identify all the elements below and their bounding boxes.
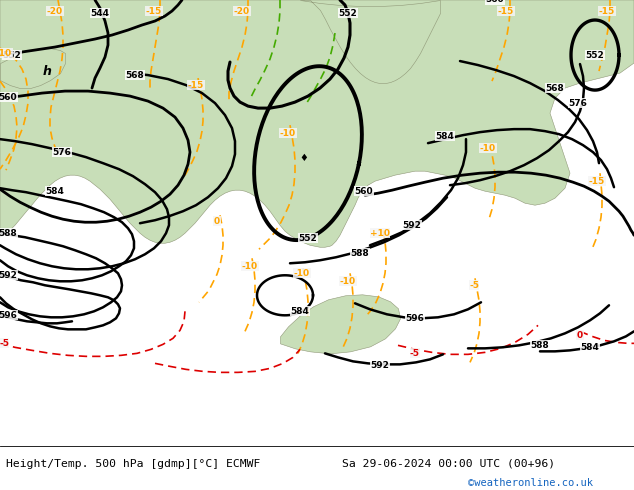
Text: 576: 576: [569, 98, 588, 108]
Text: 584: 584: [290, 307, 309, 316]
Text: 552: 552: [3, 50, 22, 60]
Text: 568: 568: [126, 71, 145, 79]
Text: ♦: ♦: [300, 153, 308, 163]
Text: -15: -15: [498, 6, 514, 16]
Text: 0: 0: [214, 217, 220, 226]
Text: Height/Temp. 500 hPa [gdmp][°C] ECMWF: Height/Temp. 500 hPa [gdmp][°C] ECMWF: [6, 459, 261, 469]
Text: -15: -15: [188, 80, 204, 90]
Text: +10: +10: [370, 229, 390, 238]
Text: -10: -10: [294, 269, 310, 278]
Text: 592: 592: [403, 220, 422, 230]
Text: -10: -10: [340, 277, 356, 286]
Text: 596: 596: [0, 311, 18, 320]
Text: 560: 560: [354, 187, 373, 196]
Text: 592: 592: [370, 361, 389, 370]
Text: -10: -10: [480, 144, 496, 153]
Text: -10: -10: [242, 262, 258, 271]
Text: Sa 29-06-2024 00:00 UTC (00+96): Sa 29-06-2024 00:00 UTC (00+96): [342, 459, 555, 469]
Text: 576: 576: [53, 147, 72, 157]
Text: 584: 584: [46, 187, 65, 196]
Text: 584: 584: [581, 343, 599, 352]
Text: 596: 596: [406, 314, 424, 323]
Text: -5: -5: [0, 339, 9, 348]
Text: -10: -10: [280, 129, 296, 138]
Text: 560: 560: [486, 0, 504, 4]
Text: -20: -20: [234, 6, 250, 16]
Text: -5: -5: [469, 281, 479, 290]
Text: 552: 552: [586, 50, 604, 60]
Text: -20: -20: [47, 6, 63, 16]
Text: 552: 552: [339, 8, 358, 18]
Text: -15: -15: [589, 177, 605, 186]
Text: -10: -10: [0, 49, 12, 57]
Text: 588: 588: [0, 229, 17, 238]
Text: -5: -5: [410, 349, 420, 358]
Text: 592: 592: [0, 271, 18, 280]
Text: 588: 588: [531, 341, 550, 350]
Text: -15: -15: [146, 6, 162, 16]
Text: 0: 0: [577, 331, 583, 340]
Text: h: h: [43, 65, 52, 78]
Text: ©weatheronline.co.uk: ©weatheronline.co.uk: [468, 478, 593, 488]
Text: 560: 560: [0, 93, 17, 101]
Text: 584: 584: [436, 132, 455, 141]
Text: 544: 544: [91, 8, 110, 18]
Text: -15: -15: [599, 6, 615, 16]
Text: 588: 588: [351, 249, 370, 258]
Text: 552: 552: [299, 234, 318, 243]
Text: 568: 568: [546, 84, 564, 93]
